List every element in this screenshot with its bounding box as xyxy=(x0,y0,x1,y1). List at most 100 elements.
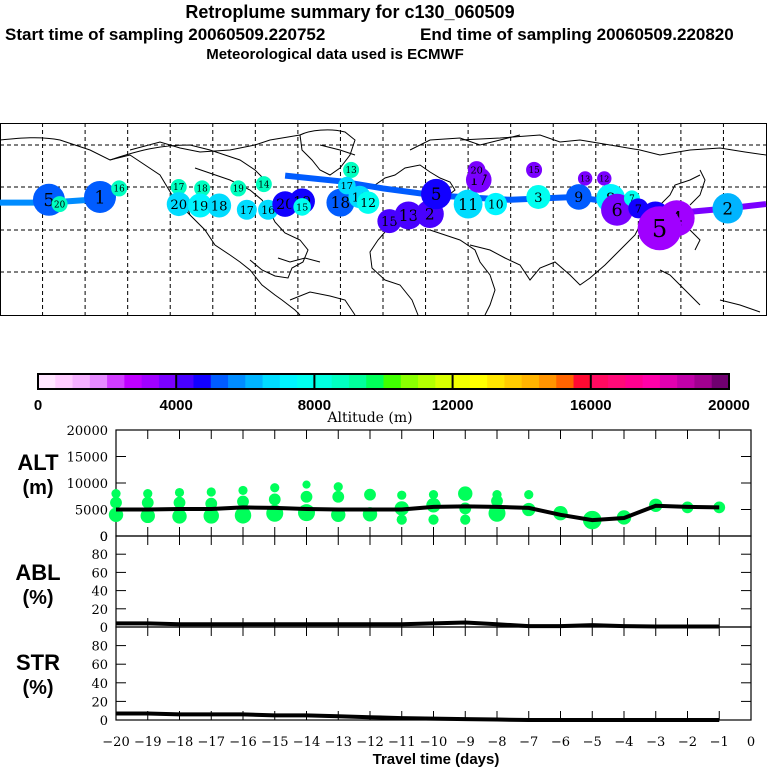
colorbar-tick-label: 12000 xyxy=(432,397,474,414)
y-tick-label: 40 xyxy=(91,677,108,692)
x-tick-label: −7 xyxy=(519,735,538,750)
cluster-label: 15 xyxy=(381,215,398,230)
cluster-label: 5 xyxy=(431,184,442,204)
x-tick-label: −12 xyxy=(356,735,383,750)
panel-ylabel-unit: (m) xyxy=(22,477,53,499)
colorbar-segment xyxy=(210,374,229,389)
altitude-colorbar: 0 4000 8000 12000 16000 20000 xyxy=(34,373,750,414)
colorbar-segment xyxy=(72,374,91,389)
cluster-label: 20 xyxy=(54,200,66,210)
y-tick-label: 20 xyxy=(91,603,108,618)
cluster-circle xyxy=(565,184,592,210)
cluster-marker: 18 xyxy=(194,180,211,197)
colorbar-segment xyxy=(158,374,177,389)
x-tick-label: −10 xyxy=(420,735,447,750)
colorbar-segment xyxy=(521,374,540,389)
altitude-scatter-point xyxy=(237,495,249,508)
cluster-marker: 12 xyxy=(597,171,612,186)
cluster-circle xyxy=(51,196,68,213)
cluster-marker: 13 xyxy=(394,201,423,230)
cluster-marker: 1 xyxy=(84,180,117,213)
altitude-scatter-point xyxy=(141,496,154,509)
x-tick-label: 0 xyxy=(747,735,755,750)
colorbar-segment xyxy=(608,374,626,389)
cluster-label: 15 xyxy=(528,166,539,176)
coastlines xyxy=(0,129,767,316)
altitude-scatter-point xyxy=(111,489,121,499)
cluster-label: 19 xyxy=(192,199,209,214)
cluster-label: 15 xyxy=(296,202,308,213)
panel-ylabel-name: ABL xyxy=(15,560,60,585)
colorbar-tick-label: 16000 xyxy=(570,397,612,414)
cluster-circle xyxy=(255,176,272,193)
coast-asia-south xyxy=(469,174,701,286)
cluster-label: 3 xyxy=(534,191,542,206)
cluster-circle xyxy=(84,180,117,213)
altitude-scatter-point xyxy=(140,508,155,524)
y-tick-label: 60 xyxy=(91,658,108,673)
x-tick-label: −14 xyxy=(293,735,320,750)
cluster-label: 13 xyxy=(345,166,356,176)
colorbar-segment xyxy=(487,374,505,389)
altitude-scatter-point xyxy=(143,489,153,499)
cluster-label: 17 xyxy=(341,181,353,192)
colorbar-tick-label: 0 xyxy=(34,397,42,414)
map-gridlines xyxy=(0,123,766,315)
colorbar-segment xyxy=(625,374,644,389)
x-tick-label: −16 xyxy=(229,735,256,750)
panel-frame xyxy=(115,626,752,721)
cluster-circle xyxy=(111,180,128,197)
colorbar-segment xyxy=(228,374,246,389)
altitude-scatter-point xyxy=(491,495,503,507)
altitude-scatter-point xyxy=(270,483,280,493)
x-tick-label: −3 xyxy=(646,735,665,750)
cluster-circle xyxy=(236,199,257,220)
series-line-abl xyxy=(116,620,720,629)
cluster-label: 5 xyxy=(652,215,667,243)
cluster-marker: 15 xyxy=(293,198,311,216)
colorbar-segment xyxy=(107,374,125,389)
altitude-scatter-point xyxy=(174,487,185,498)
cluster-marker: 10 xyxy=(484,192,507,216)
y-tick-label: 80 xyxy=(91,640,108,655)
altitude-scatter-point xyxy=(459,502,472,515)
cluster-circle xyxy=(356,191,380,214)
cluster-marker: 12 xyxy=(356,191,380,214)
cluster-marker: 9 xyxy=(565,184,592,210)
cluster-marker: 15 xyxy=(526,161,543,178)
altitude-scatter-point xyxy=(332,490,345,503)
cluster-circle xyxy=(230,180,247,197)
coast-sa xyxy=(289,291,356,316)
cluster-label: 2 xyxy=(425,206,435,224)
colorbar-frame xyxy=(37,373,730,390)
colorbar-segment xyxy=(452,374,471,389)
cluster-circle xyxy=(467,161,486,179)
colorbar-segment xyxy=(400,374,419,389)
series-line-alt xyxy=(116,503,720,523)
colorbar-segment xyxy=(262,374,281,389)
colorbar-tick-label: 8000 xyxy=(298,397,331,414)
cluster-label: 12 xyxy=(360,196,376,210)
panel-frame xyxy=(115,535,752,628)
cluster-marker: 20 xyxy=(51,196,68,213)
colorbar-segment xyxy=(124,374,143,389)
colorbar-segment xyxy=(677,374,695,389)
cluster-circle xyxy=(343,161,360,178)
cluster-label: 13 xyxy=(580,174,590,183)
altitude-scatter-point xyxy=(206,487,216,497)
retroplume-map: 5120161718191413201918171620191518171612… xyxy=(0,123,767,316)
cluster-label: 14 xyxy=(258,180,270,190)
cluster-circle xyxy=(394,201,423,230)
coast-na-north xyxy=(109,144,266,181)
cluster-circle xyxy=(597,171,612,186)
y-tick-label: 0 xyxy=(100,714,108,729)
cluster-marker: 18 xyxy=(326,188,355,217)
x-tick-label: −13 xyxy=(325,735,352,750)
panel-ylabel-unit: (%) xyxy=(22,677,53,699)
met-data-label: Meteorological data used is ECMWF xyxy=(206,46,464,63)
cluster-circle xyxy=(420,178,452,210)
altitude-scatter-point xyxy=(268,493,281,506)
x-tick-label: −19 xyxy=(134,735,161,750)
colorbar-segment xyxy=(711,374,730,389)
